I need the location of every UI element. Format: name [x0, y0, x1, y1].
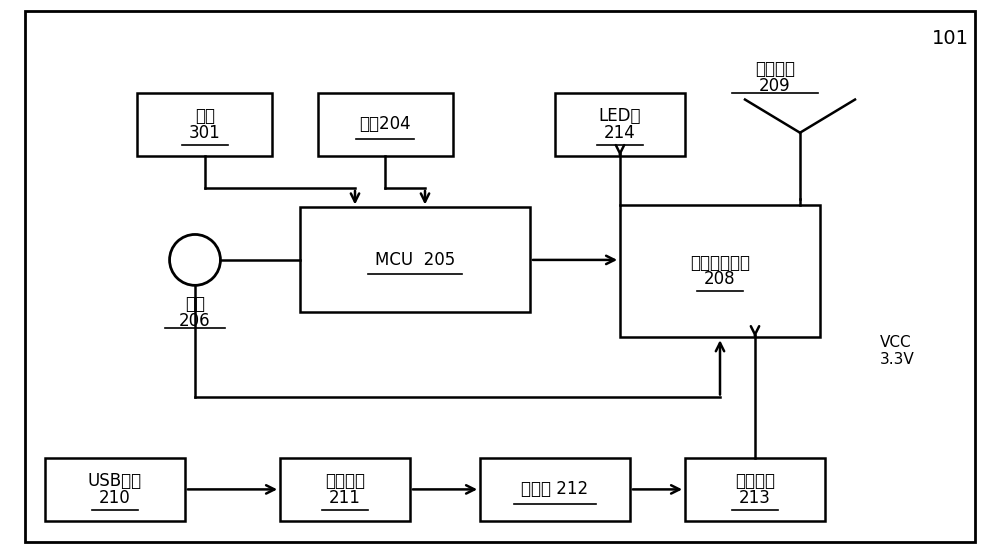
Bar — [280, 458, 410, 521]
Text: 电源模块: 电源模块 — [735, 472, 775, 490]
Text: 214: 214 — [604, 124, 636, 142]
Ellipse shape — [170, 234, 220, 285]
Bar — [685, 458, 825, 521]
Text: 咪芯: 咪芯 — [185, 295, 205, 313]
Text: LED灯: LED灯 — [599, 107, 641, 125]
Text: 206: 206 — [179, 312, 211, 330]
Text: VCC: VCC — [880, 335, 912, 351]
Text: 208: 208 — [704, 270, 736, 288]
Text: 211: 211 — [329, 489, 361, 507]
Text: 3.3V: 3.3V — [880, 352, 915, 367]
Bar — [300, 207, 530, 312]
Text: USB接口: USB接口 — [88, 472, 142, 490]
Bar — [318, 92, 452, 156]
Bar — [45, 458, 185, 521]
Bar — [480, 458, 630, 521]
Text: 209: 209 — [759, 77, 791, 95]
Bar — [620, 205, 820, 337]
Text: 锂电池 212: 锂电池 212 — [521, 481, 589, 498]
Text: 213: 213 — [739, 489, 771, 507]
Text: 210: 210 — [99, 489, 131, 507]
Text: 101: 101 — [932, 29, 968, 48]
Text: 按键: 按键 — [195, 107, 215, 125]
Text: 旋钮204: 旋钮204 — [359, 116, 411, 133]
Text: 无线发射模块: 无线发射模块 — [690, 254, 750, 272]
Text: 发射天线: 发射天线 — [755, 60, 795, 78]
Bar — [137, 92, 272, 156]
Text: MCU  205: MCU 205 — [375, 251, 455, 269]
Text: 充电模块: 充电模块 — [325, 472, 365, 490]
Text: 301: 301 — [189, 124, 221, 142]
Bar — [555, 92, 685, 156]
